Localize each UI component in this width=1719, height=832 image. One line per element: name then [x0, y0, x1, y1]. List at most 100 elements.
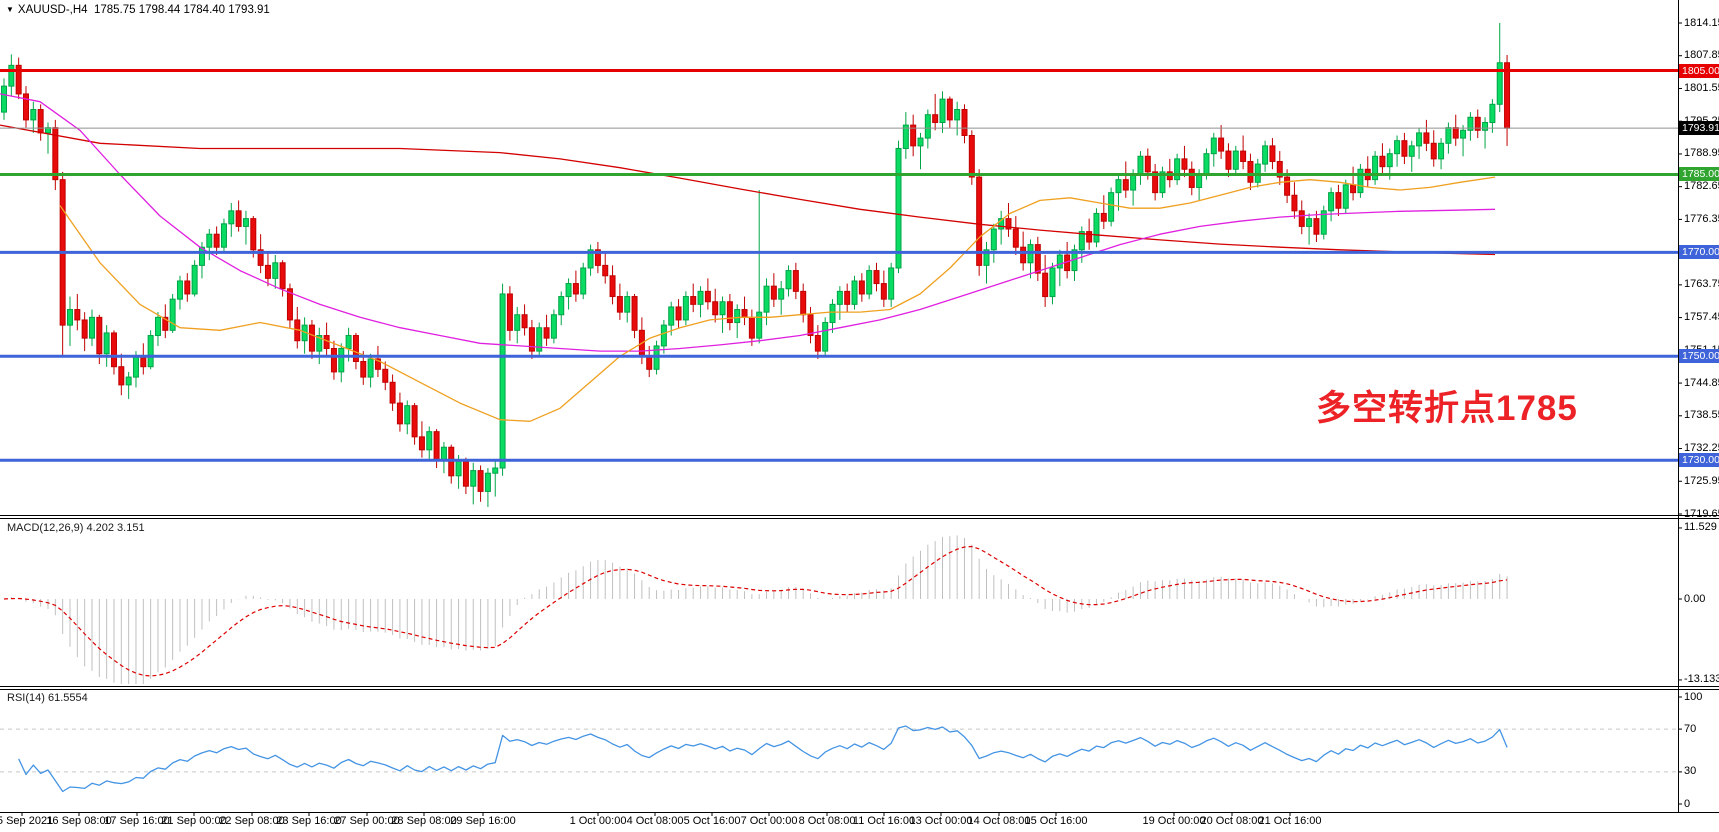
candle-body	[1218, 137, 1225, 152]
ma-slow-red	[0, 124, 1496, 256]
time-tick-label: 28 Sep 08:00	[391, 815, 457, 827]
candle-body	[1108, 192, 1115, 222]
candle-body	[1342, 184, 1349, 209]
candle-body	[1320, 210, 1327, 235]
candle-body	[734, 309, 741, 324]
candle-body	[851, 280, 858, 305]
candle-body	[338, 348, 345, 373]
candle-body	[536, 327, 543, 352]
candle-body	[602, 264, 609, 277]
candle-body	[866, 270, 873, 295]
candle-body	[140, 355, 147, 368]
candle-body	[1188, 168, 1195, 188]
candle-body	[492, 467, 499, 474]
price-badge: 1805.00	[1679, 63, 1719, 78]
price-tick-label: 1807.85	[1684, 49, 1719, 62]
candle-body	[426, 431, 433, 451]
ma-fast-orange	[59, 176, 1496, 422]
candle-body	[587, 249, 594, 269]
candle-body	[719, 301, 726, 316]
candle-body	[169, 298, 176, 331]
candle-body	[1115, 179, 1122, 194]
candle-body	[1232, 150, 1239, 170]
price-tick-label: 1801.55	[1684, 81, 1719, 94]
candle-body	[543, 327, 550, 339]
candle-body	[792, 270, 799, 292]
candle-body	[279, 262, 286, 290]
candle-body	[675, 306, 682, 321]
annotation-text[interactable]: 多空转折点1785	[1316, 389, 1578, 428]
candle-body	[748, 316, 755, 339]
rsi-axis-label: 30	[1684, 765, 1697, 778]
candle-body	[286, 288, 293, 321]
time-tick-label: 22 Sep 08:00	[219, 815, 285, 827]
candle-body	[213, 233, 220, 248]
candle-body	[1423, 132, 1430, 144]
candle-body	[235, 210, 242, 227]
candle-body	[382, 368, 389, 383]
rsi-axis-label: 70	[1684, 722, 1697, 735]
candle-body	[404, 405, 411, 425]
symbol-dropdown-icon[interactable]: ▼	[6, 5, 14, 14]
time-tick-label: 16 Sep 08:00	[46, 815, 112, 827]
candle-body	[829, 303, 836, 324]
macd-axis-label: 11.529	[1684, 521, 1717, 534]
candle-body	[770, 285, 777, 300]
candle-body	[631, 296, 638, 331]
candle-body	[1049, 267, 1056, 298]
candle-body	[1100, 212, 1107, 222]
price-badge: 1730.00	[1679, 453, 1719, 468]
candle-body	[1482, 121, 1489, 131]
candle-body	[990, 228, 997, 251]
candle-body	[316, 335, 323, 352]
candle-body	[257, 249, 264, 266]
candle-body	[1306, 218, 1313, 227]
rsi-indicator-label: RSI(14) 61.5554	[7, 692, 88, 704]
candle-body	[924, 114, 931, 139]
candle-body	[1474, 116, 1481, 131]
candle-body	[682, 296, 689, 321]
candle-body	[1372, 155, 1379, 181]
candle-body	[8, 64, 15, 87]
candle-body	[345, 335, 352, 350]
macd-signal-line	[3, 545, 1508, 677]
candle-body	[814, 335, 821, 352]
candle-body	[550, 314, 557, 339]
candle-body	[1152, 171, 1159, 194]
candle-body	[961, 109, 968, 136]
candle-body	[873, 270, 880, 285]
macd-axis-label: -13.133	[1684, 673, 1719, 686]
candle-body	[822, 322, 829, 352]
candle-body	[125, 376, 132, 386]
candle-body	[1122, 179, 1129, 191]
candle-body	[1328, 192, 1335, 212]
candle-body	[946, 98, 953, 121]
candle-body	[1438, 142, 1445, 160]
candle-body	[1496, 62, 1503, 105]
candle-body	[506, 293, 513, 331]
candle-body	[132, 355, 139, 378]
candle-body	[477, 470, 484, 492]
candle-body	[1086, 231, 1093, 243]
price-badge: 1793.91	[1679, 121, 1719, 136]
candle-body	[66, 309, 73, 326]
candle-body	[1408, 145, 1415, 157]
candle-body	[1350, 184, 1357, 194]
candle-body	[81, 319, 88, 339]
candle-body	[191, 264, 198, 295]
time-tick-label: 27 Sep 00:00	[334, 815, 400, 827]
candle-body	[1181, 158, 1188, 170]
macd-axis-label: 0.00	[1684, 592, 1706, 605]
candle-body	[147, 335, 154, 368]
candle-body	[1335, 192, 1342, 209]
candle-body	[411, 405, 418, 438]
price-tick-label: 1744.85	[1684, 376, 1719, 389]
candle-body	[1247, 160, 1254, 183]
candle-body	[998, 218, 1005, 230]
candle-body	[1416, 132, 1423, 147]
candle-body	[624, 296, 631, 313]
price-badge: 1750.00	[1679, 349, 1719, 364]
candle-body	[433, 431, 440, 461]
